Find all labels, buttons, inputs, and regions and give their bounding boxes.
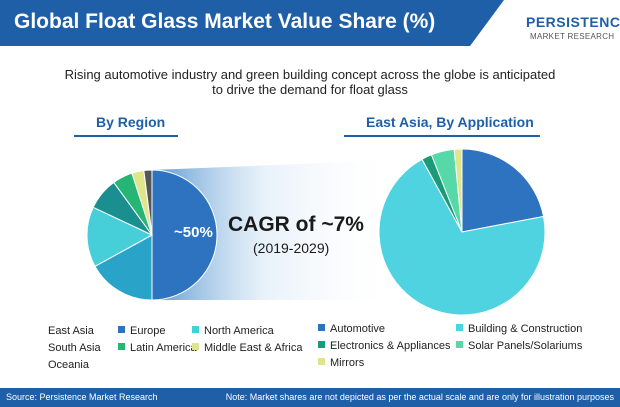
footer-bar: Source: Persistence Market Research Note… (0, 388, 620, 407)
application-chart-title: East Asia, By Application (366, 114, 534, 130)
logo-name: PERSISTENCE (526, 14, 620, 30)
legend-mirrors: Mirrors (318, 357, 364, 369)
legend-label: Oceania (48, 359, 89, 371)
legend-label: East Asia (48, 325, 94, 337)
legend-label: North America (204, 325, 274, 337)
legend-label: Solar Panels/Solariums (468, 340, 583, 352)
application-title-underline (344, 135, 540, 137)
legend-label: Automotive (330, 323, 386, 335)
chart-subtitle: Rising automotive industry and green bui… (60, 67, 560, 97)
legend-oceania: Oceania (48, 359, 89, 371)
legend-swatch (118, 326, 125, 333)
pie-slice-automotive (461, 148, 545, 233)
legend-label: Middle East & Africa (204, 342, 303, 354)
legend-solar-panels: Solar Panels/Solariums (456, 340, 582, 352)
legend-swatch (118, 343, 125, 350)
region-title-underline (74, 135, 178, 137)
legend-east-asia: East Asia (48, 325, 94, 337)
legend-automotive: Automotive (318, 323, 385, 335)
legend-swatch (318, 358, 325, 365)
legend-label: Latin America (130, 342, 197, 354)
pie-slice-building-construction (378, 158, 546, 316)
legend-label: Building & Construction (468, 323, 583, 335)
legend-swatch (192, 343, 199, 350)
region-chart-title: By Region (96, 114, 166, 130)
region-pie (86, 169, 218, 301)
cagr-headline: CAGR of ~7% (228, 213, 364, 236)
legend-building-construction: Building & Construction (456, 323, 582, 335)
legend-swatch (456, 324, 463, 331)
cagr-period: (2019-2029) (253, 240, 330, 256)
logo-subtitle: MARKET RESEARCH (530, 32, 615, 41)
legend-electronics-appliances: Electronics & Appliances (318, 340, 450, 352)
page-title: Global Float Glass Market Value Share (%… (14, 10, 436, 33)
legend-swatch (192, 326, 199, 333)
east-asia-share-label: ~50% (174, 224, 213, 241)
legend-latin-america: Latin America (118, 342, 197, 354)
subtitle-line-1: Rising automotive industry and green bui… (64, 67, 556, 82)
legend-label: Electronics & Appliances (330, 340, 451, 352)
subtitle-line-2: to drive the demand for float glass (212, 82, 408, 97)
legend-label: Mirrors (330, 357, 365, 369)
pie-slice-mirrors (453, 148, 463, 233)
legend-north-america: North America (192, 325, 274, 337)
connector-beam (152, 160, 398, 300)
legend-swatch (456, 341, 463, 348)
legend-south-asia: South Asia (48, 342, 101, 354)
pie-slice-north-america (86, 206, 154, 267)
legend-label: South Asia (48, 342, 101, 354)
pie-slice-oceania (143, 169, 153, 236)
brand-logo: PERSISTENCE MARKET RESEARCH (526, 8, 620, 48)
footer-note: Note: Market shares are not depicted as … (225, 392, 614, 402)
pie-slice-east-asia (151, 169, 218, 301)
legend-europe: Europe (118, 325, 165, 337)
footer-source: Source: Persistence Market Research (6, 392, 158, 402)
legend-swatch (318, 324, 325, 331)
title-banner: Global Float Glass Market Value Share (%… (0, 0, 504, 46)
legend-swatch (318, 341, 325, 348)
legend-label: Europe (130, 325, 166, 337)
legend-middle-east-africa: Middle East & Africa (192, 342, 302, 354)
pie-slice-europe (94, 234, 153, 301)
application-pie (378, 148, 546, 316)
